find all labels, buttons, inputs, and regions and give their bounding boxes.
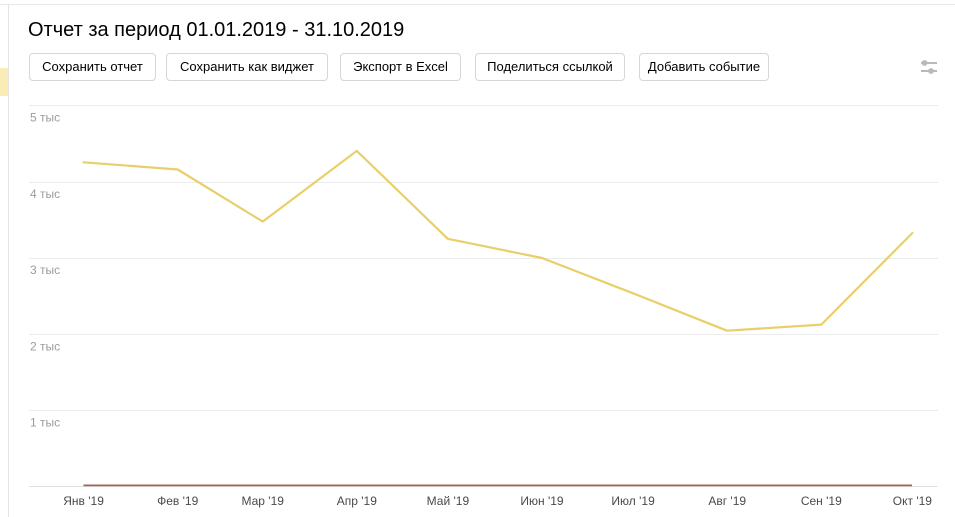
svg-text:Май '19: Май '19 — [427, 494, 470, 508]
svg-text:Мар '19: Мар '19 — [241, 494, 284, 508]
svg-text:Янв '19: Янв '19 — [63, 494, 104, 508]
svg-text:3 тыс: 3 тыс — [30, 263, 60, 277]
svg-text:4 тыс: 4 тыс — [30, 187, 60, 201]
svg-text:Сен '19: Сен '19 — [801, 494, 842, 508]
svg-text:Июн '19: Июн '19 — [520, 494, 564, 508]
svg-text:5 тыс: 5 тыс — [30, 111, 60, 125]
svg-text:Апр '19: Апр '19 — [337, 494, 377, 508]
svg-text:Июл '19: Июл '19 — [611, 494, 655, 508]
svg-text:Окт '19: Окт '19 — [893, 494, 933, 508]
svg-text:Авг '19: Авг '19 — [708, 494, 746, 508]
svg-text:2 тыс: 2 тыс — [30, 339, 60, 353]
svg-text:1 тыс: 1 тыс — [30, 416, 60, 430]
svg-text:Фев '19: Фев '19 — [157, 494, 198, 508]
